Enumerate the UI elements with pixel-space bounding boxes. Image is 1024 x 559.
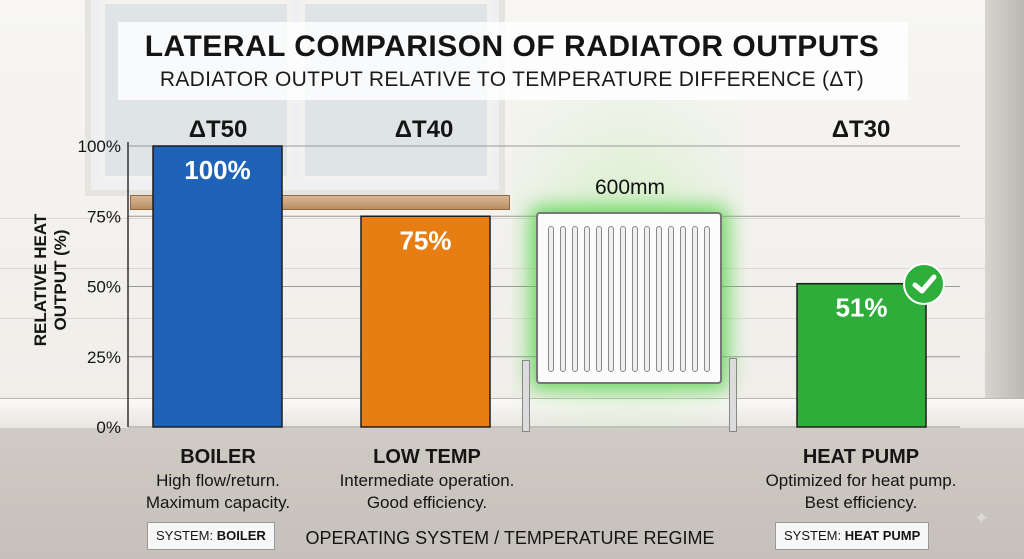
heat-pump-desc-1: Optimized for heat pump.: [765, 471, 957, 490]
boiler-desc-2: Maximum capacity.: [145, 493, 291, 512]
dt-label-heat-pump: ΔT30: [831, 116, 891, 143]
low-temp-desc-1: Intermediate operation.: [339, 471, 515, 490]
radiator-valve-right: [729, 358, 737, 432]
category-label-boiler: BOILER: [180, 446, 256, 468]
category-label-heat-pump: HEAT PUMP: [802, 446, 920, 468]
radiator-illustration: [536, 212, 722, 384]
bar-low-temp: [360, 215, 491, 428]
system-badge-prefix: SYSTEM:: [156, 528, 214, 543]
heat-pump-desc-2: Best efficiency.: [804, 493, 918, 512]
y-tick-label: 0%: [96, 418, 121, 437]
radiator-size-label: 600mm: [594, 176, 666, 199]
radiator-valve-left: [522, 360, 530, 432]
bar-heat-pump: [796, 282, 927, 428]
bar-value-label: 100%: [184, 155, 251, 185]
system-badge-boiler: SYSTEM: BOILER: [147, 522, 275, 550]
system-badge-prefix: SYSTEM:: [784, 528, 842, 543]
system-badge-name: BOILER: [216, 528, 266, 543]
system-badge-name: HEAT PUMP: [844, 528, 921, 543]
bar-value-label: 51%: [835, 293, 887, 323]
low-temp-desc-2: Good efficiency.: [366, 493, 488, 512]
system-badge-heat-pump: SYSTEM: HEAT PUMP: [775, 522, 930, 550]
dt-label-low-temp: ΔT40: [394, 116, 454, 143]
boiler-desc-1: High flow/return.: [156, 471, 280, 490]
sparkle-icon: ✦: [974, 508, 990, 528]
chart-subtitle: RADIATOR OUTPUT RELATIVE TO TEMPERATURE …: [159, 68, 865, 91]
y-tick-label: 75%: [87, 207, 121, 226]
chart-title: LATERAL COMPARISON OF RADIATOR OUTPUTS: [144, 30, 880, 63]
bar-value-label: 75%: [399, 225, 451, 255]
y-tick-label: 50%: [87, 278, 121, 297]
side-wall: [985, 0, 1024, 430]
y-tick-label: 25%: [87, 348, 121, 367]
dt-label-boiler: ΔT50: [188, 116, 248, 143]
check-circle-icon: [903, 263, 945, 305]
x-axis-label: OPERATING SYSTEM / TEMPERATURE REGIME: [305, 528, 715, 548]
title-panel: [118, 22, 908, 100]
bar-boiler: [152, 145, 283, 428]
category-label-low-temp: LOW TEMP: [373, 446, 481, 468]
y-tick-label: 100%: [78, 137, 121, 156]
